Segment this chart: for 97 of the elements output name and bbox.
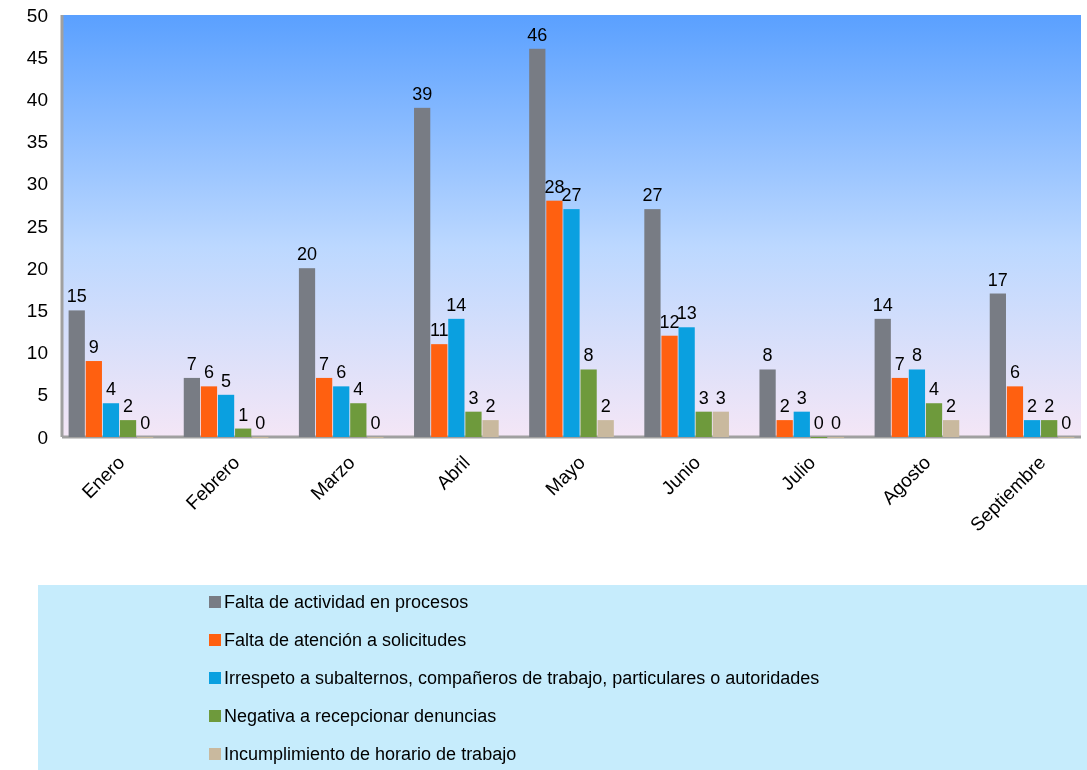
data-label: 14 — [446, 294, 467, 315]
bar — [925, 403, 943, 437]
bar — [1006, 386, 1024, 437]
bar — [102, 403, 120, 437]
bar — [695, 411, 712, 437]
data-label: 3 — [698, 387, 709, 408]
data-label: 27 — [642, 185, 663, 206]
data-label: 1 — [238, 404, 249, 425]
y-tick-label: 35 — [26, 131, 48, 153]
legend-label: Negativa a recepcionar denuncias — [224, 706, 497, 727]
y-tick-label: 20 — [26, 257, 48, 279]
bar — [943, 420, 960, 437]
bar — [908, 369, 926, 437]
bar — [414, 107, 431, 437]
data-label: 3 — [715, 387, 726, 408]
bar — [119, 420, 137, 437]
bar — [597, 420, 614, 437]
bar — [1023, 420, 1041, 437]
bar — [217, 394, 235, 437]
data-label: 8 — [911, 345, 922, 366]
bar — [793, 411, 810, 437]
y-tick-label: 5 — [37, 384, 48, 406]
x-tick-label: Julio — [776, 451, 820, 495]
data-label: 7 — [319, 353, 330, 374]
bar — [448, 318, 465, 437]
data-label: 4 — [929, 379, 940, 400]
bar — [350, 403, 367, 437]
data-label: 0 — [370, 413, 381, 433]
bar — [776, 420, 793, 437]
data-label: 2 — [1027, 396, 1038, 417]
bar — [580, 369, 597, 437]
data-label: 7 — [894, 353, 905, 374]
bar — [431, 344, 448, 437]
data-label: 6 — [1009, 362, 1020, 383]
data-label: 5 — [221, 370, 232, 391]
data-label: 14 — [872, 294, 893, 315]
data-label: 7 — [186, 353, 197, 374]
legend-label: Falta de atención a solicitudes — [224, 630, 467, 651]
data-label: 2 — [1044, 396, 1055, 417]
data-label: 2 — [779, 396, 790, 417]
bar — [712, 411, 729, 437]
bar — [891, 377, 908, 437]
bar — [1041, 420, 1058, 437]
legend-label: Irrespeto a subalternos, compañeros de trabajo, particulares o autoridades — [224, 668, 820, 689]
data-label: 8 — [583, 345, 594, 366]
bar — [644, 209, 661, 437]
bar — [85, 361, 102, 437]
legend-label: Falta de actividad en procesos — [224, 592, 469, 613]
bar — [482, 420, 499, 437]
data-label: 3 — [468, 387, 479, 408]
bar — [68, 310, 85, 437]
data-label: 20 — [297, 244, 318, 265]
bar — [235, 428, 252, 437]
data-label: 6 — [203, 362, 214, 383]
bar — [661, 335, 678, 437]
data-label: 0 — [813, 413, 824, 433]
y-tick-label: 15 — [26, 300, 48, 322]
data-label: 0 — [140, 413, 151, 433]
bar — [678, 327, 695, 437]
data-label: 17 — [987, 269, 1008, 290]
data-label: 8 — [762, 345, 773, 366]
bar — [316, 377, 333, 437]
data-label: 2 — [946, 396, 957, 417]
data-label: 11 — [429, 320, 449, 341]
data-label: 4 — [105, 379, 116, 400]
bar — [200, 386, 218, 437]
data-label: 15 — [66, 286, 87, 307]
data-label: 2 — [123, 396, 134, 417]
data-label: 0 — [255, 413, 266, 433]
y-tick-label: 10 — [26, 342, 48, 364]
bar — [529, 48, 546, 437]
bar — [183, 377, 200, 437]
bar — [874, 318, 891, 437]
bar — [989, 293, 1006, 437]
data-label: 46 — [527, 24, 548, 45]
y-tick-label: 25 — [26, 215, 48, 237]
data-label: 2 — [485, 396, 496, 417]
data-label: 9 — [88, 337, 99, 358]
bar — [563, 209, 580, 437]
y-tick-label: 0 — [37, 426, 48, 448]
y-tick-label: 40 — [26, 89, 48, 111]
bar — [759, 369, 776, 437]
y-tick-label: 45 — [26, 46, 48, 68]
bar — [546, 200, 563, 437]
y-tick-label: 50 — [26, 4, 48, 26]
data-label: 0 — [830, 413, 841, 433]
bar — [333, 386, 350, 437]
data-label: 39 — [412, 83, 433, 104]
data-label: 3 — [796, 387, 807, 408]
bar — [298, 268, 316, 437]
data-label: 4 — [353, 379, 364, 400]
data-label: 2 — [600, 396, 611, 417]
y-tick-label: 30 — [26, 173, 48, 195]
data-label: 6 — [336, 362, 347, 383]
legend-label: Incumplimiento de horario de trabajo — [224, 744, 517, 765]
bar — [465, 411, 482, 437]
data-label: 0 — [1061, 413, 1072, 433]
